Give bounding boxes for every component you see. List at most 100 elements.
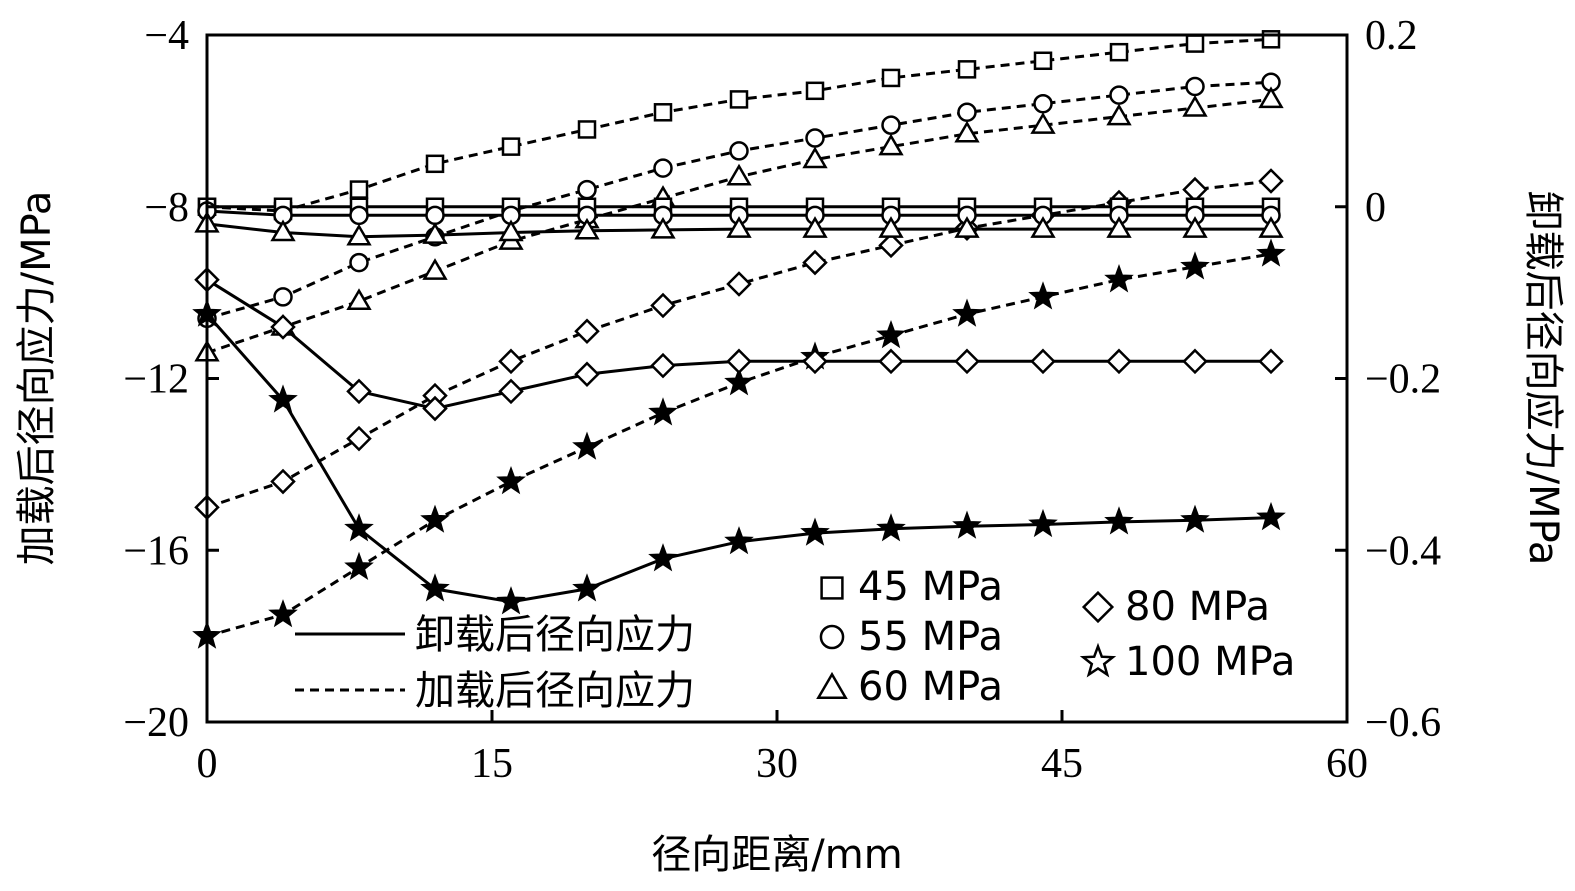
x-axis-title: 径向距离/mm bbox=[651, 832, 902, 878]
data-point-triangle bbox=[954, 120, 980, 143]
data-point-diamond bbox=[1030, 348, 1056, 375]
data-point-diamond bbox=[878, 348, 904, 375]
series-layer bbox=[192, 30, 1286, 649]
data-point-star bbox=[268, 384, 298, 413]
data-point-square bbox=[349, 180, 369, 199]
data-point-star bbox=[572, 573, 602, 602]
data-point-circle bbox=[805, 128, 825, 148]
data-point-square bbox=[653, 103, 673, 122]
data-point-triangle bbox=[346, 288, 372, 310]
data-point-square bbox=[957, 60, 977, 79]
x-tick-label: 30 bbox=[756, 741, 798, 787]
data-point-triangle bbox=[802, 216, 828, 238]
y-left-tick-label: −16 bbox=[123, 528, 189, 574]
data-point-circle bbox=[273, 287, 293, 307]
data-point-circle bbox=[349, 205, 369, 226]
data-point-diamond bbox=[270, 468, 296, 495]
data-point-star bbox=[876, 319, 906, 349]
data-point-triangle bbox=[1030, 216, 1056, 238]
data-point-triangle bbox=[1182, 216, 1208, 238]
data-point-diamond bbox=[574, 361, 600, 387]
data-point-diamond bbox=[1258, 168, 1284, 194]
data-point-square bbox=[425, 154, 445, 174]
legend-label-80: 80 MPa bbox=[1125, 584, 1270, 630]
data-point-diamond bbox=[650, 352, 676, 379]
data-point-triangle bbox=[422, 258, 448, 280]
data-point-diamond bbox=[878, 232, 904, 259]
data-point-diamond bbox=[422, 395, 448, 422]
data-point-star bbox=[420, 573, 450, 602]
data-point-circle bbox=[729, 141, 749, 161]
x-tick-label: 0 bbox=[197, 741, 218, 787]
data-point-triangle bbox=[650, 216, 676, 239]
y-axis-left-title: 加载后径向应力/MPa bbox=[14, 191, 60, 566]
data-point-diamond bbox=[650, 292, 676, 319]
data-point-star bbox=[420, 504, 450, 533]
series-line bbox=[206, 179, 1272, 509]
ticks-layer: 0 15 30 45 60 −20 −16 −12 −8 −4 −0.6 −0.4 −0.2 0 0.2 bbox=[123, 13, 1441, 787]
data-point-star bbox=[1104, 506, 1134, 535]
data-point-triangle bbox=[422, 222, 448, 244]
y-left-tick-label: −20 bbox=[123, 700, 189, 746]
data-point-diamond bbox=[802, 348, 828, 375]
data-point-star bbox=[724, 526, 754, 555]
legend-label-45: 45 MPa bbox=[858, 564, 1003, 610]
y-left-tick-label: −4 bbox=[144, 13, 189, 59]
y-right-tick-label: −0.4 bbox=[1365, 528, 1441, 574]
data-point-star bbox=[1028, 508, 1058, 538]
data-point-triangle bbox=[954, 216, 980, 238]
data-point-triangle bbox=[1030, 112, 1056, 134]
data-point-square bbox=[881, 68, 901, 88]
data-point-circle bbox=[1109, 85, 1129, 105]
data-point-square bbox=[1033, 51, 1053, 71]
data-point-circle bbox=[349, 252, 369, 273]
data-point-diamond bbox=[270, 314, 296, 340]
data-point-diamond bbox=[1258, 348, 1284, 375]
data-point-star bbox=[648, 397, 678, 426]
y-right-tick-label: 0 bbox=[1365, 185, 1386, 231]
legend-label-100: 100 MPa bbox=[1125, 639, 1295, 685]
data-point-circle bbox=[577, 179, 597, 200]
data-point-diamond bbox=[802, 249, 828, 276]
data-point-star bbox=[344, 513, 374, 542]
data-point-star bbox=[648, 543, 678, 572]
data-point-triangle bbox=[1182, 95, 1208, 117]
data-point-circle bbox=[1185, 76, 1205, 97]
series-star-loaded bbox=[192, 238, 1286, 649]
data-point-triangle bbox=[270, 219, 296, 242]
data-point-diamond bbox=[574, 318, 600, 345]
legend-marker-square bbox=[820, 576, 844, 600]
legend-marker-circle bbox=[819, 624, 845, 650]
data-point-star bbox=[724, 367, 754, 396]
data-point-triangle bbox=[1106, 216, 1132, 238]
series-circle-unloaded bbox=[197, 201, 1281, 226]
data-point-star bbox=[1256, 238, 1286, 267]
data-point-diamond bbox=[1182, 348, 1208, 375]
data-point-diamond bbox=[954, 348, 980, 375]
data-point-diamond bbox=[1182, 176, 1208, 203]
data-point-star bbox=[1180, 504, 1210, 533]
data-point-square bbox=[577, 120, 597, 139]
data-point-square bbox=[501, 137, 521, 156]
data-point-triangle bbox=[878, 216, 904, 238]
y-axis-right-title: 卸载后径向应力/MPa bbox=[1520, 191, 1566, 566]
data-point-circle bbox=[425, 205, 445, 226]
data-point-square bbox=[805, 81, 825, 101]
data-point-triangle bbox=[498, 219, 524, 242]
series-star-unloaded bbox=[192, 298, 1286, 615]
x-tick-label: 15 bbox=[471, 741, 513, 787]
y-right-tick-label: 0.2 bbox=[1365, 13, 1418, 59]
data-point-square bbox=[1185, 34, 1205, 53]
data-point-triangle bbox=[1106, 103, 1132, 126]
data-point-star bbox=[876, 513, 906, 542]
data-point-triangle bbox=[802, 146, 828, 169]
legend-marker-star-open bbox=[1079, 642, 1117, 678]
legend-solid-label: 卸载后径向应力 bbox=[415, 612, 695, 658]
data-point-triangle bbox=[346, 223, 372, 246]
data-point-star bbox=[1256, 501, 1286, 531]
data-point-diamond bbox=[726, 348, 752, 375]
data-point-circle bbox=[881, 115, 901, 135]
legend-label-55: 55 MPa bbox=[858, 614, 1003, 660]
legend-label-60: 60 MPa bbox=[858, 664, 1003, 710]
